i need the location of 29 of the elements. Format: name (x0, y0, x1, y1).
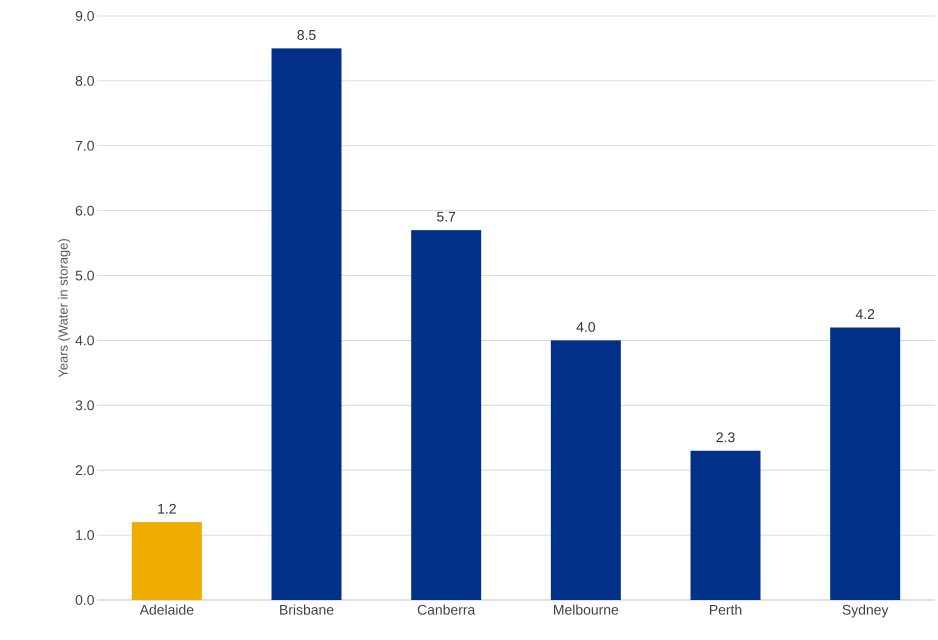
y-axis-title: Years (Water in storage) (58, 239, 70, 378)
x-tick-label: Perth (710, 604, 742, 615)
bar (132, 522, 202, 600)
x-tick-label: Melbourne (554, 604, 618, 615)
x-tick-label: Canberra (418, 604, 476, 615)
y-tick-label: 5.0 (76, 270, 94, 280)
bar (690, 450, 761, 600)
data-label: 1.2 (158, 504, 176, 514)
data-label: 8.5 (297, 30, 316, 40)
y-tick-label: 7.0 (76, 140, 94, 151)
bar (830, 327, 900, 600)
x-tick-label: Adelaide (140, 604, 194, 615)
y-tick-label: 9.0 (76, 11, 94, 21)
x-tick-label: Sydney (842, 604, 888, 618)
y-tick-label: 0.0 (76, 595, 94, 605)
y-tick-label: 4.0 (75, 335, 94, 346)
data-label: 4.2 (856, 309, 874, 319)
x-tick-label: Brisbane (280, 604, 334, 615)
y-tick-label: 6.0 (76, 206, 94, 216)
data-label: 4.0 (576, 322, 595, 332)
y-tick-label: 1.0 (76, 530, 94, 540)
bar (550, 340, 621, 600)
data-label: 5.7 (437, 212, 456, 222)
data-label: 2.3 (716, 432, 735, 442)
y-tick-label: 8.0 (76, 76, 94, 86)
bar (272, 48, 342, 600)
y-tick-label: 3.0 (76, 400, 94, 410)
y-tick-label: 2.0 (76, 465, 94, 476)
bar (411, 230, 482, 600)
